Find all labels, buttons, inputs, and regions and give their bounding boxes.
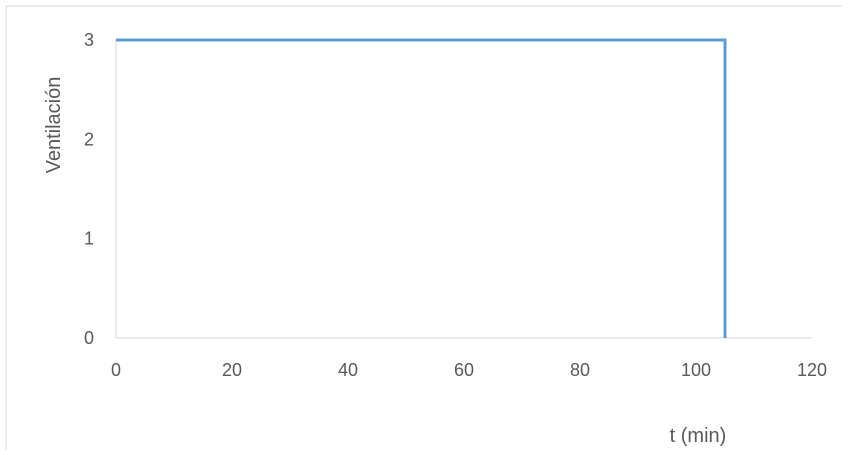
- x-tick-label: 60: [454, 360, 474, 380]
- x-tick-label: 120: [797, 360, 827, 380]
- y-tick-label: 2: [84, 129, 94, 149]
- y-tick-label: 1: [84, 229, 94, 249]
- x-tick-label: 0: [111, 360, 121, 380]
- series-line-1: [116, 38, 727, 338]
- chart-border: [5, 5, 842, 450]
- x-tick-label: 20: [222, 360, 242, 380]
- y-tick-label: 3: [84, 30, 94, 50]
- y-axis-title: Ventilación: [43, 77, 65, 174]
- x-tick-label: 100: [681, 360, 711, 380]
- y-tick-label: 0: [84, 328, 94, 348]
- x-tick-label: 80: [570, 360, 590, 380]
- x-tick-label: 40: [338, 360, 358, 380]
- plot-area: 0 20 40 60 80 100 120 0 1 2 3: [84, 30, 827, 380]
- x-axis-title: t (min): [670, 425, 727, 447]
